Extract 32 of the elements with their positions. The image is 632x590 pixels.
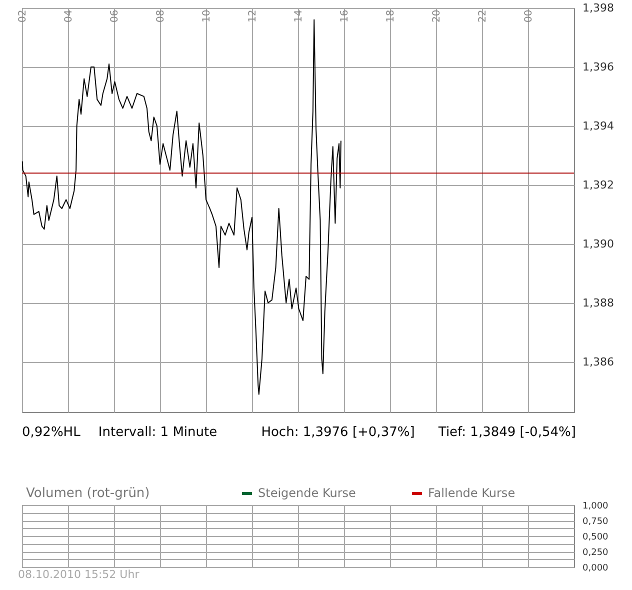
- y-tick-label: 0,500: [582, 532, 609, 542]
- y-tick-label: 1,390: [582, 237, 614, 250]
- x-tick-label: 00: [524, 10, 534, 22]
- y-tick-label: 1,398: [582, 2, 614, 14]
- text: 08.10.2010 15:52 Uhr: [18, 568, 140, 581]
- text: Hoch: 1,3976 [+0,37%]: [261, 425, 415, 440]
- chart-title: Volumen (rot-grün): [26, 486, 150, 501]
- y-tick-label: 0,000: [582, 564, 609, 574]
- y-tick-label: 1,392: [582, 178, 614, 192]
- y-tick-label: 1,386: [582, 355, 614, 368]
- legend-label: Fallende Kurse: [428, 486, 516, 500]
- x-tick-label: 12: [248, 10, 258, 22]
- x-tick-label: 08: [156, 10, 166, 22]
- y-tick-label: 1,394: [582, 119, 614, 132]
- x-tick-label: 10: [202, 10, 212, 22]
- x-tick-label: 18: [386, 10, 396, 22]
- x-tick-label: 16: [340, 10, 350, 22]
- x-tick-label: 22: [478, 10, 488, 22]
- x-tick-label: 04: [64, 10, 74, 22]
- x-tick-label: 20: [432, 10, 442, 22]
- x-tick-label: 06: [110, 10, 120, 22]
- x-tick-label: 14: [294, 10, 304, 22]
- y-tick-label: 1,388: [582, 296, 614, 310]
- y-tick-label: 0,750: [582, 517, 609, 527]
- y-tick-label: 1,396: [582, 60, 614, 74]
- y-tick-label: 0,250: [582, 548, 609, 558]
- text: Intervall: 1 Minute: [98, 425, 218, 440]
- legend-label: Steigende Kurse: [258, 486, 356, 500]
- text: 0,92%HL: [22, 425, 82, 440]
- y-tick-label: 1,000: [582, 502, 609, 512]
- x-tick-label: 02: [18, 10, 28, 22]
- text: Tief: 1,3849 [-0,54%]: [437, 425, 576, 440]
